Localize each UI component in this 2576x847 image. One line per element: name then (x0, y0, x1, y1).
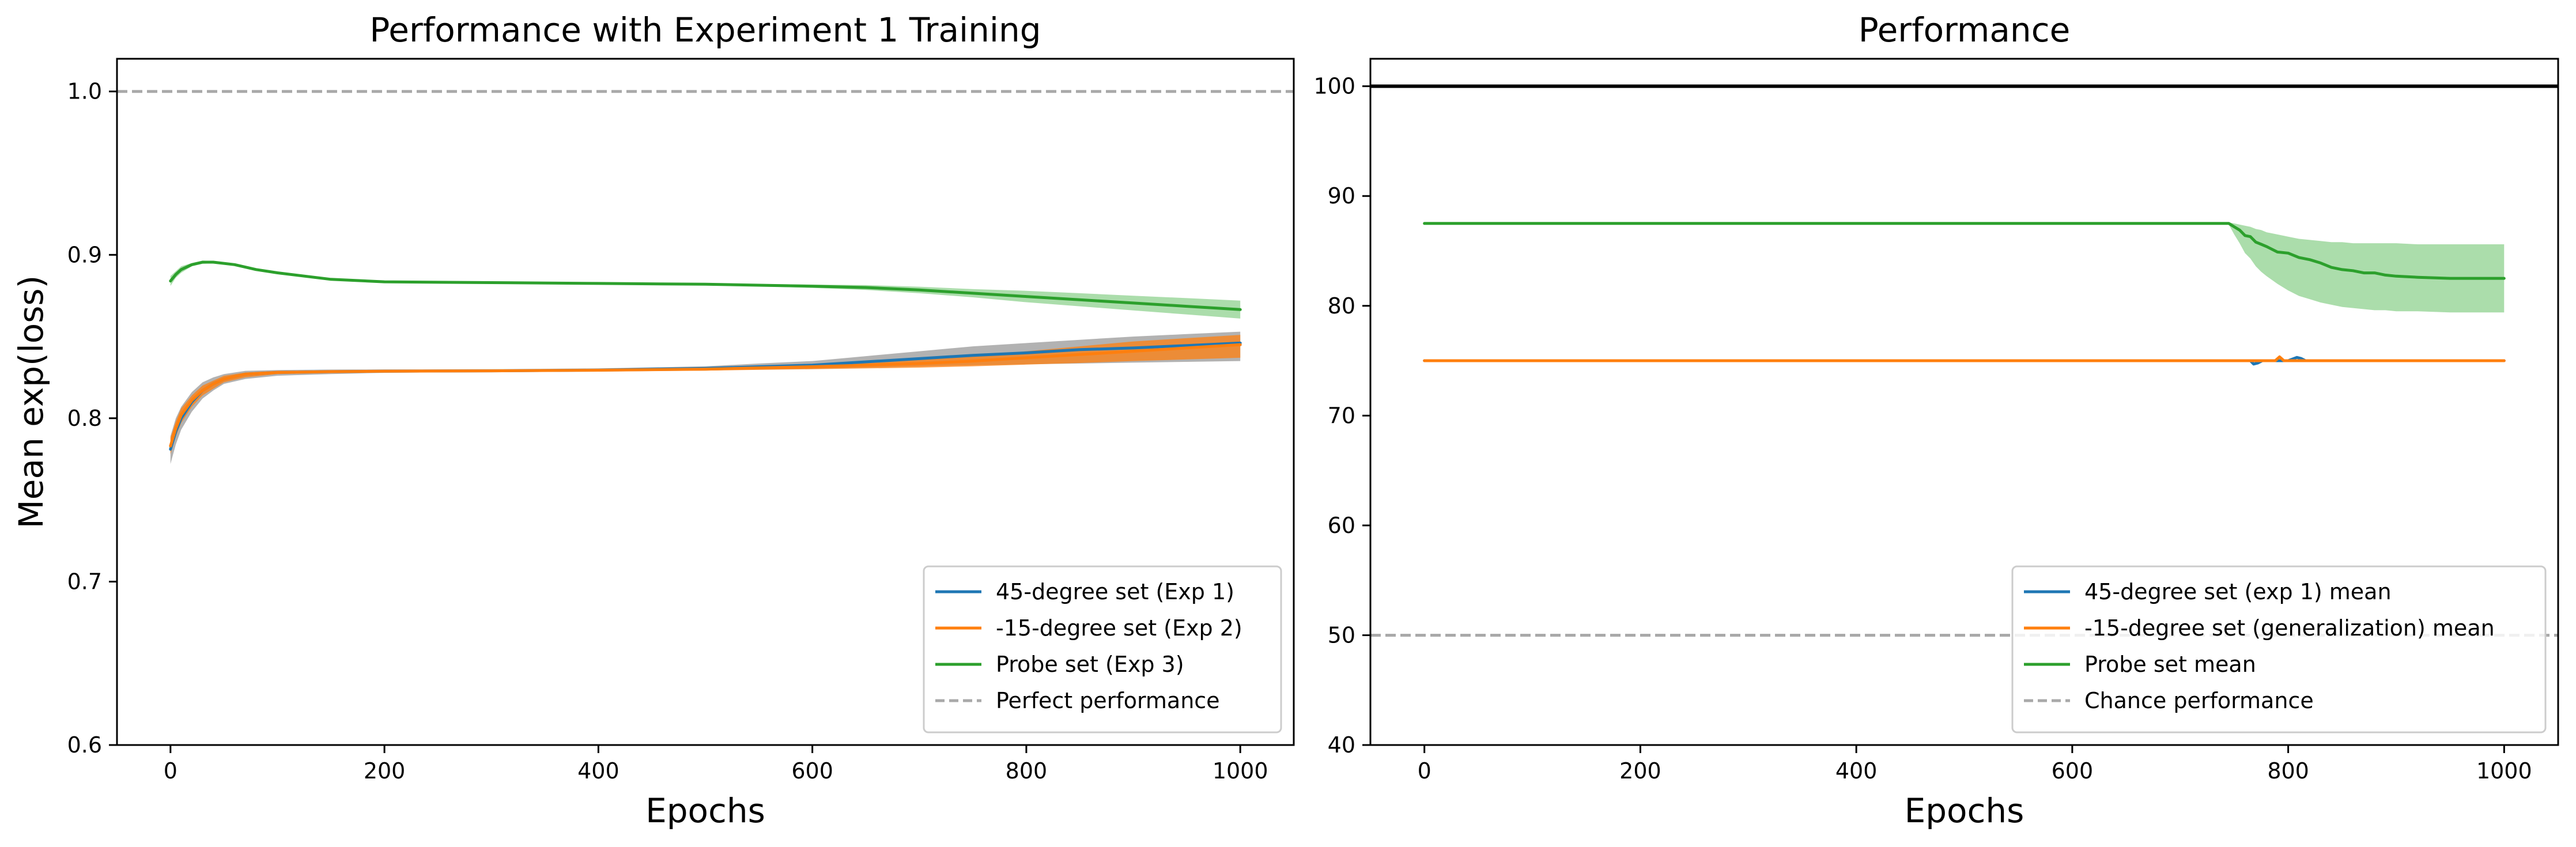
axes-frame (1369, 58, 2559, 746)
x-tick-label: 800 (2267, 758, 2309, 784)
legend-box (923, 565, 1282, 733)
legend-label: 45-degree set (Exp 1) (996, 579, 1234, 604)
x-axis-label: Epochs (1905, 791, 2024, 830)
x-tick-label: 400 (577, 758, 620, 784)
x-tick-label: 200 (364, 758, 406, 784)
y-tick-label: 40 (1328, 732, 1355, 758)
series-3-band (1424, 222, 2505, 313)
legend-label: Probe set mean (2084, 652, 2256, 677)
series-2-line (1423, 355, 2506, 362)
x-tick-label: 0 (1418, 758, 1431, 784)
legend-label: Chance performance (2084, 688, 2314, 713)
legend-label: Perfect performance (996, 688, 1220, 713)
panels: 0 200 400 600 800 10000.60.70.80.91.0Performa… (12, 10, 2559, 830)
legend-label: -15-degree set (generalization) mean (2084, 615, 2495, 641)
y-tick-label: 90 (1328, 183, 1355, 209)
y-tick-label: 0.7 (67, 569, 102, 594)
legend-box (2011, 565, 2547, 733)
x-axis-label: Epochs (645, 791, 765, 830)
series-2-line (169, 343, 1242, 448)
x-tick-label: 200 (1619, 758, 1661, 784)
series-2-band (170, 335, 1241, 455)
chart-panel-2: 0 200 400 600 800 1000 40 50 60 70 80 90 100 Performa… (1313, 10, 2559, 830)
y-tick-label: 100 (1313, 74, 1355, 99)
y-tick-label: 1.0 (67, 79, 102, 104)
series-3-line (169, 260, 1242, 311)
y-tick-label: 80 (1328, 293, 1355, 319)
legend-label: Probe set (Exp 3) (996, 652, 1184, 677)
chart-title: Performance (1859, 10, 2071, 50)
y-tick-label: 70 (1328, 403, 1355, 428)
legend-label: -15-degree set (Exp 2) (996, 615, 1242, 641)
y-tick-label: 0.8 (67, 406, 102, 431)
legend-label: 45-degree set (exp 1) mean (2084, 579, 2392, 604)
x-tick-label: 400 (1835, 758, 1878, 784)
y-tick-label: 60 (1328, 513, 1355, 538)
x-tick-label: 800 (1006, 758, 1048, 784)
chart-panel-1: 0 200 400 600 800 1000 0.6 0.7 0.8 0.9 1.0 Performa… (12, 10, 1295, 830)
y-axis-label: Mean exp(loss) (12, 275, 51, 529)
x-tick-label: 600 (2052, 758, 2094, 784)
legend: 45-degree set (exp 1) mean -15-degree set… (2011, 565, 2547, 733)
series-3-line (1423, 222, 2506, 280)
axes-frame (116, 58, 1295, 746)
x-tick-label: 600 (791, 758, 833, 784)
x-tick-label: 0 (164, 758, 177, 784)
plot-area (117, 90, 1294, 464)
x-tick-label: 1000 (1213, 758, 1268, 784)
y-tick-label: 50 (1328, 622, 1355, 648)
chart-title: Performance with Experiment 1 Training (369, 10, 1041, 50)
legend: 45-degree set (Exp 1) -15-degree set (Exp… (923, 565, 1282, 733)
y-tick-label: 0.6 (67, 732, 102, 758)
y-tick-label: 0.9 (67, 242, 102, 267)
x-tick-label: 1000 (2476, 758, 2532, 784)
